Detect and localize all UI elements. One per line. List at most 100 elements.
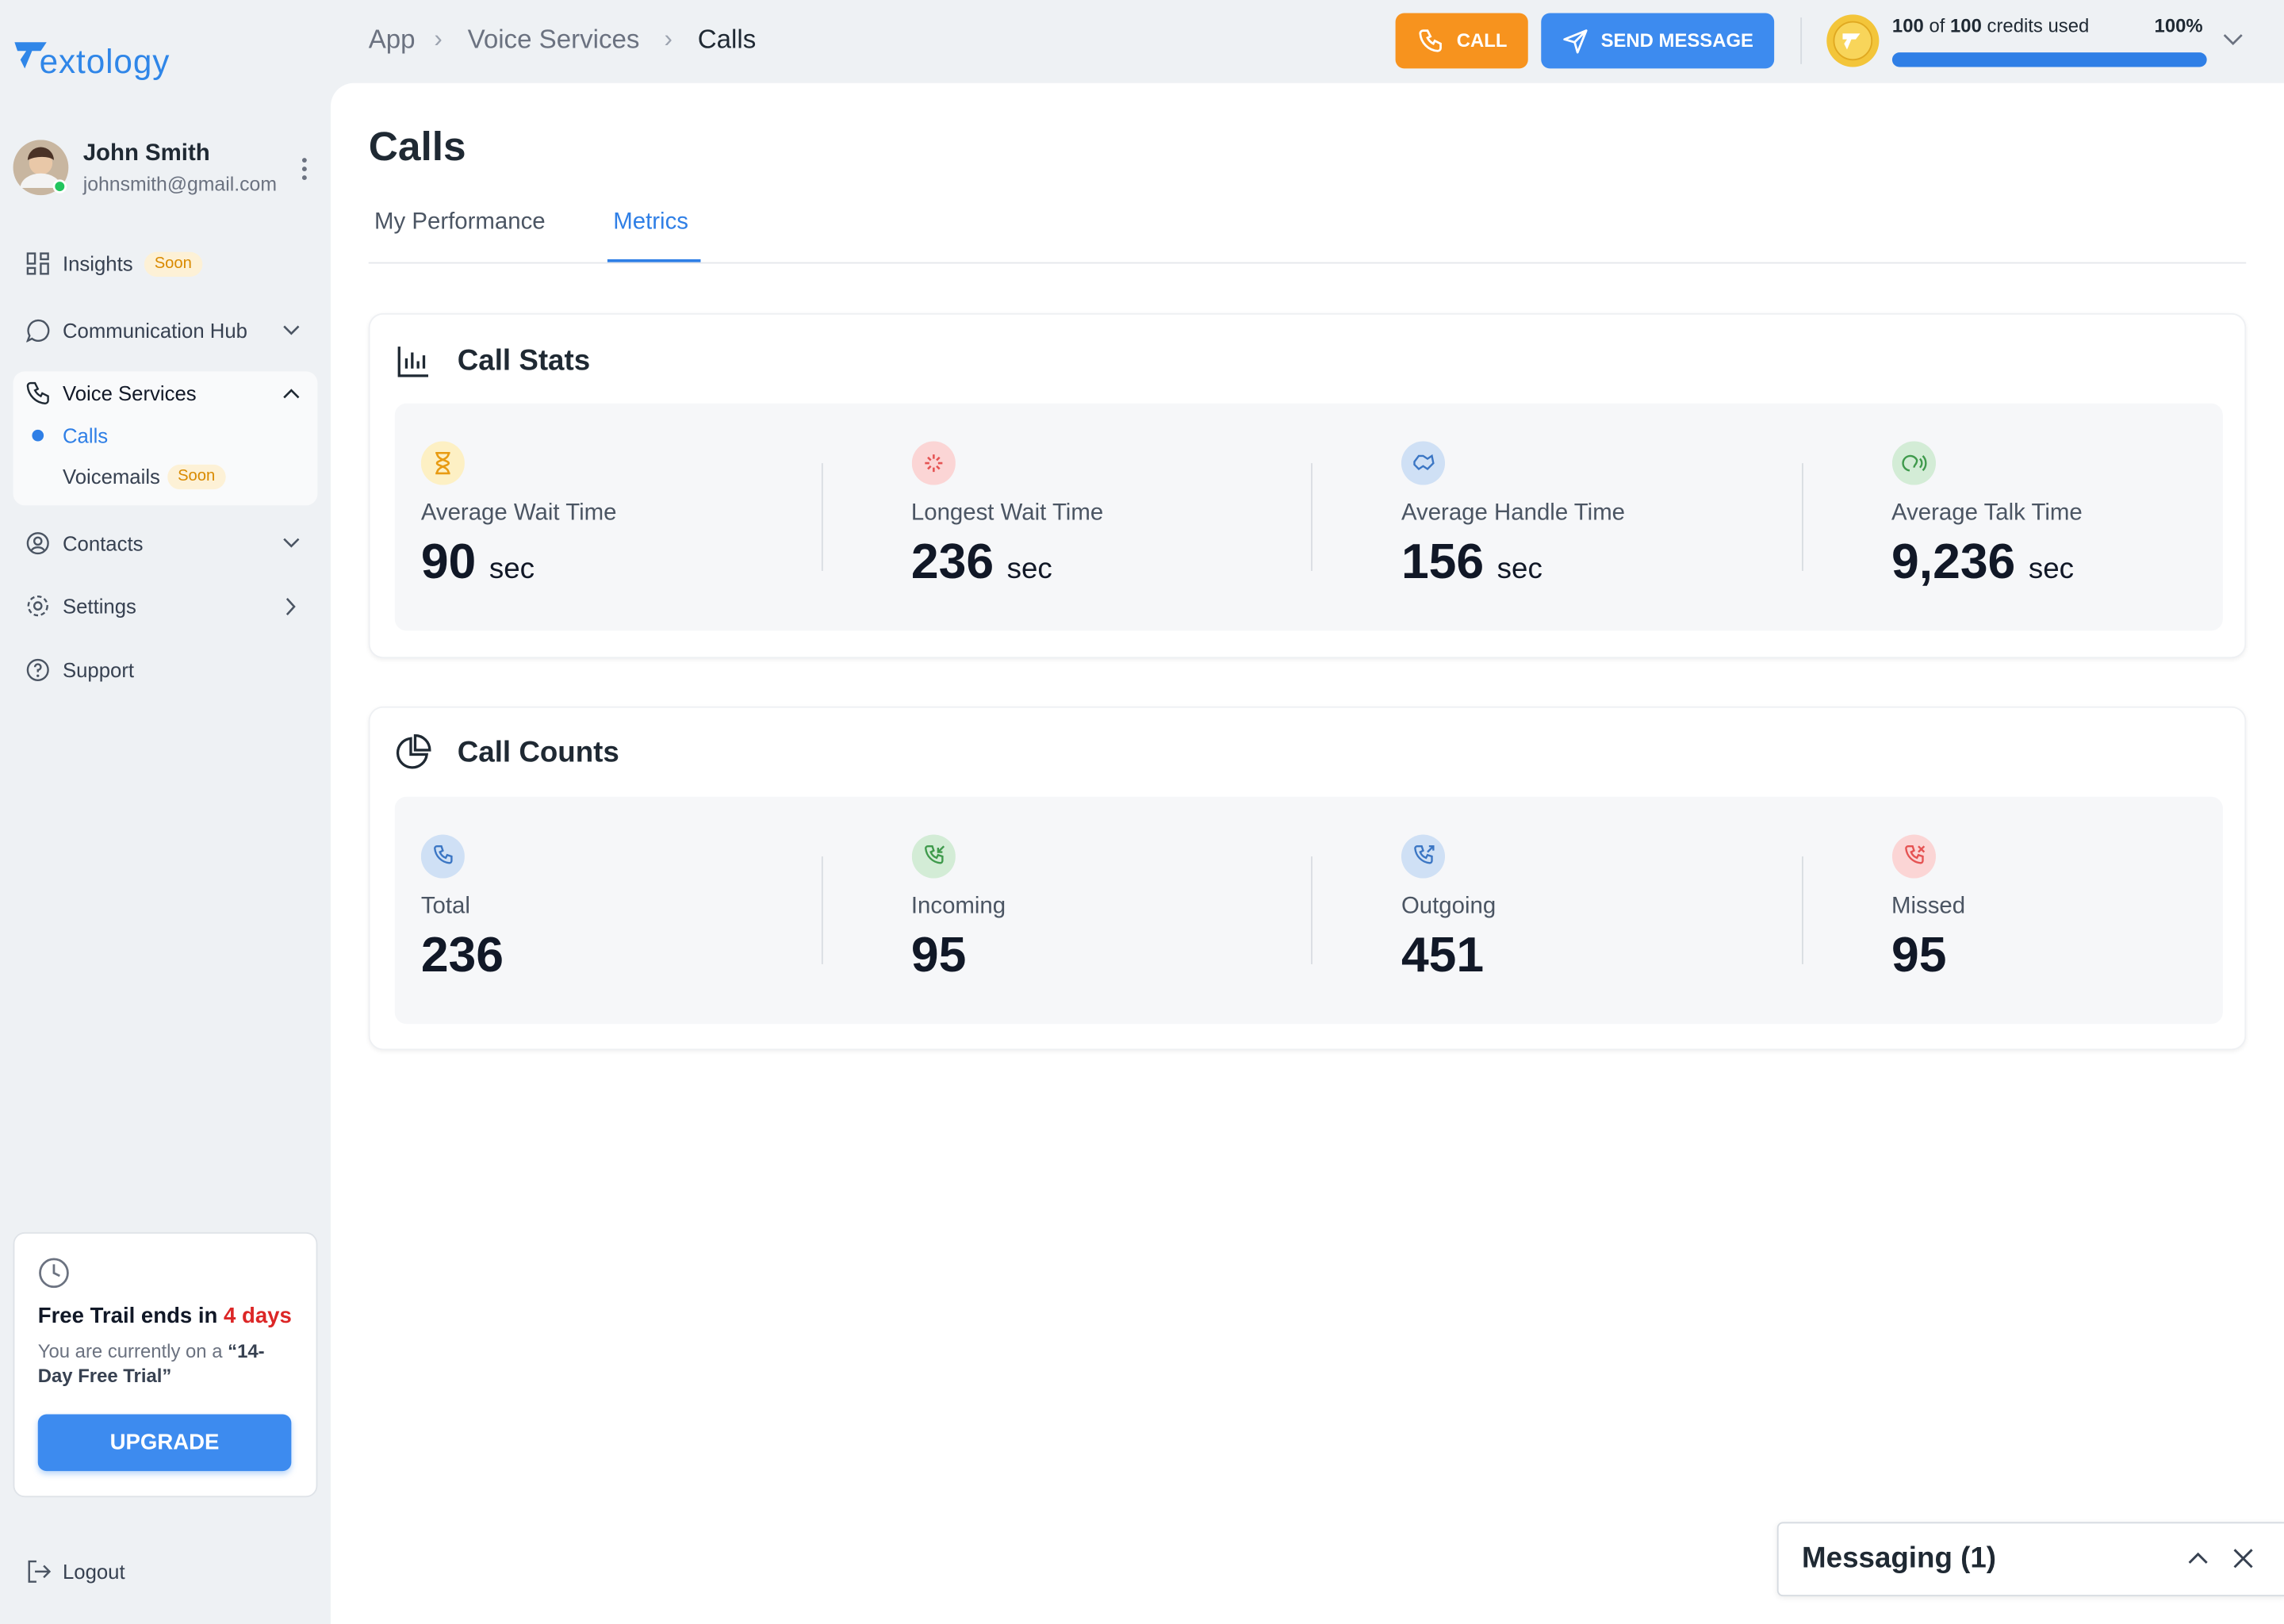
phone-icon bbox=[26, 381, 49, 404]
metric-icon bbox=[910, 834, 955, 879]
metric-number: 9,236 bbox=[1891, 534, 2016, 590]
metric-number: 236 bbox=[910, 534, 994, 590]
badge: Soon bbox=[144, 251, 202, 278]
metric-number: 90 bbox=[420, 534, 477, 590]
call-counts-card: Call Counts Total 236 Incoming 95 Outgoing 45… bbox=[368, 706, 2247, 1051]
metric-icon bbox=[1401, 441, 1446, 485]
credits-used: 100 bbox=[1891, 14, 1924, 36]
column-divider bbox=[1801, 463, 1803, 572]
settings-icon bbox=[27, 595, 48, 617]
user-email: johnsmith@gmail.com bbox=[82, 173, 277, 196]
nav-item[interactable]: Contacts bbox=[62, 531, 144, 555]
nav-item[interactable]: Insights bbox=[62, 251, 133, 276]
stats-panel: Average Wait Time 90 sec Longest Wait Time 2… bbox=[394, 403, 2223, 631]
credits-text: 100 of 100 credits used bbox=[1892, 14, 2089, 37]
metric-label: Longest Wait Time bbox=[910, 500, 1104, 527]
column-divider bbox=[1801, 856, 1803, 964]
breadcrumb-current: Calls bbox=[697, 25, 757, 54]
expand-button[interactable] bbox=[2188, 1551, 2209, 1565]
metric-value: 90 sec bbox=[421, 533, 535, 592]
metric-unit: sec bbox=[1006, 553, 1052, 586]
logout-icon bbox=[28, 1560, 52, 1583]
kebab-menu[interactable] bbox=[300, 156, 308, 182]
trial-heading-text: Free Trail ends in bbox=[37, 1303, 218, 1329]
metric-number: 451 bbox=[1401, 928, 1485, 983]
metric-value: 156 sec bbox=[1401, 533, 1542, 592]
counts-panel: Total 236 Incoming 95 Outgoing 451 Missed 95 bbox=[394, 796, 2223, 1025]
nav-item[interactable]: Voice Services bbox=[62, 381, 197, 405]
avatar bbox=[13, 140, 69, 196]
chevron-down[interactable] bbox=[282, 538, 300, 550]
credits-percent: 100% bbox=[2154, 14, 2203, 36]
tab-indicator bbox=[607, 259, 701, 262]
nav-item[interactable]: Settings bbox=[62, 594, 136, 618]
breadcrumb[interactable]: App bbox=[368, 25, 416, 54]
column-divider bbox=[1311, 856, 1313, 964]
brand: extology bbox=[39, 42, 171, 81]
tab-active[interactable]: Metrics bbox=[613, 209, 688, 235]
nav-item[interactable]: Support bbox=[62, 658, 135, 682]
nav-item[interactable]: Communication Hub bbox=[62, 319, 247, 343]
metric-value: 451 bbox=[1401, 926, 1484, 986]
phone-icon bbox=[1419, 29, 1442, 52]
separator: › bbox=[664, 25, 673, 53]
trial-days: 4 days bbox=[224, 1303, 292, 1329]
metric-icon bbox=[910, 441, 955, 485]
insights-icon bbox=[26, 252, 49, 275]
send-message-button[interactable]: SEND MESSAGE bbox=[1541, 13, 1775, 69]
chevron-up[interactable] bbox=[282, 388, 300, 400]
active-dot bbox=[32, 429, 44, 442]
call-button[interactable]: CALL bbox=[1395, 13, 1528, 69]
metric-number: 95 bbox=[1891, 928, 1947, 983]
breadcrumb[interactable]: Voice Services bbox=[467, 25, 640, 54]
support-icon bbox=[26, 658, 49, 681]
metric-number: 156 bbox=[1401, 534, 1485, 590]
metric-label: Average Talk Time bbox=[1891, 500, 2083, 527]
column-divider bbox=[821, 856, 822, 964]
tab-border bbox=[368, 262, 2247, 264]
chevron-down[interactable] bbox=[282, 325, 300, 337]
bar-chart-icon bbox=[397, 347, 429, 377]
metric-unit: sec bbox=[2028, 553, 2075, 586]
trial-heading: Free Trail ends in 4 days bbox=[38, 1304, 292, 1330]
column-divider bbox=[821, 463, 822, 572]
contacts-icon bbox=[26, 532, 49, 555]
nav-subitem[interactable]: Calls bbox=[62, 423, 109, 447]
metric-value: 236 sec bbox=[911, 533, 1052, 592]
metric-value: 236 bbox=[421, 926, 504, 986]
column-divider bbox=[1311, 463, 1313, 572]
user-name: John Smith bbox=[82, 141, 210, 167]
upgrade-button[interactable]: UPGRADE bbox=[37, 1414, 292, 1472]
metric-label: Average Wait Time bbox=[420, 500, 617, 527]
logout[interactable]: Logout bbox=[62, 1560, 125, 1584]
credits-of: of bbox=[1929, 14, 1945, 36]
clock-icon bbox=[39, 1258, 69, 1289]
metric-value: 95 bbox=[911, 926, 966, 986]
chevron-right[interactable] bbox=[286, 597, 297, 616]
trial-plan: “14-Day Free Trial” bbox=[37, 1339, 265, 1387]
metric-icon bbox=[420, 441, 465, 485]
nav-group bbox=[13, 371, 318, 506]
metric-icon bbox=[420, 834, 465, 879]
credits-suffix: credits used bbox=[1987, 14, 2090, 36]
send-icon bbox=[1563, 29, 1588, 54]
metric-value: 9,236 sec bbox=[1891, 533, 2074, 592]
chevron-down[interactable] bbox=[2223, 32, 2244, 46]
card-title: Call Counts bbox=[457, 737, 619, 769]
logo-mark bbox=[14, 42, 47, 69]
button-label: SEND MESSAGE bbox=[1600, 29, 1753, 52]
nav-subitem[interactable]: Voicemails bbox=[62, 464, 160, 488]
metric-label: Outgoing bbox=[1401, 894, 1496, 920]
close-button[interactable] bbox=[2233, 1548, 2254, 1568]
separator: › bbox=[434, 25, 443, 53]
tab[interactable]: My Performance bbox=[374, 209, 546, 235]
badge: Soon bbox=[167, 464, 226, 490]
page-title: Calls bbox=[368, 124, 466, 170]
messaging-title: Messaging (1) bbox=[1802, 1542, 1996, 1575]
credits-total: 100 bbox=[1950, 14, 1982, 36]
messaging-widget[interactable]: Messaging (1) bbox=[1776, 1522, 2284, 1597]
metric-icon bbox=[1401, 834, 1446, 879]
metric-label: Total bbox=[420, 894, 470, 920]
trial-text: You are currently on a “14-Day Free Tria… bbox=[38, 1339, 294, 1388]
